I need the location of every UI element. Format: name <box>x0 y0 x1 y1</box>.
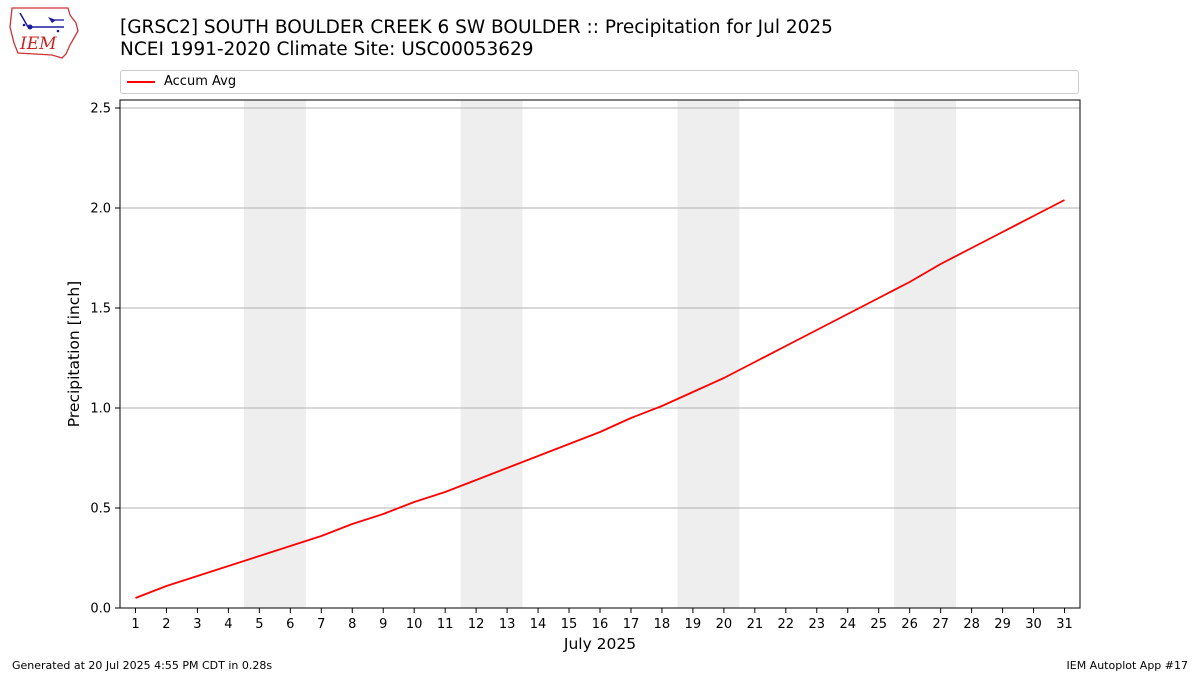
weekend-band <box>894 100 957 608</box>
x-tick-label: 21 <box>747 617 764 632</box>
x-tick-label: 4 <box>224 617 232 632</box>
x-tick-label: 7 <box>317 617 325 632</box>
chart-legend: Accum Avg <box>120 70 1079 94</box>
legend-line-swatch <box>127 81 155 83</box>
x-tick-label: 10 <box>406 617 423 632</box>
x-tick-label: 23 <box>809 617 826 632</box>
plot-frame <box>119 99 1081 609</box>
x-tick-label: 16 <box>592 617 609 632</box>
x-axis-label: July 2025 <box>563 635 636 653</box>
iem-logo-icon: IEM <box>9 7 79 59</box>
y-tick-label: 0.0 <box>90 602 111 617</box>
y-tick-label: 1.0 <box>90 402 111 417</box>
logo-text: IEM <box>19 34 57 54</box>
legend-label: Accum Avg <box>164 74 237 89</box>
x-tick-label: 1 <box>131 617 139 632</box>
x-tick-label: 31 <box>1056 617 1073 632</box>
footer-app-text: IEM Autoplot App #17 <box>1066 659 1189 672</box>
x-tick-label: 25 <box>870 617 887 632</box>
x-tick-label: 22 <box>778 617 795 632</box>
y-tick-label: 2.5 <box>90 102 111 117</box>
y-tick-label: 2.0 <box>90 202 111 217</box>
x-tick-label: 6 <box>286 617 294 632</box>
y-axis-label: Precipitation [inch] <box>65 281 83 427</box>
x-tick-label: 18 <box>654 617 671 632</box>
x-tick-label: 15 <box>561 617 578 632</box>
weekend-band <box>677 100 740 608</box>
x-tick-label: 13 <box>499 617 516 632</box>
chart-subtitle: NCEI 1991-2020 Climate Site: USC00053629 <box>120 39 534 60</box>
chart-title: [GRSC2] SOUTH BOULDER CREEK 6 SW BOULDER… <box>120 17 833 38</box>
x-tick-label: 3 <box>193 617 201 632</box>
x-tick-label: 20 <box>716 617 733 632</box>
weekend-band <box>243 100 306 608</box>
x-tick-label: 29 <box>994 617 1011 632</box>
x-tick-label: 11 <box>437 617 454 632</box>
x-tick-label: 26 <box>901 617 918 632</box>
x-tick-label: 8 <box>348 617 356 632</box>
x-tick-label: 5 <box>255 617 263 632</box>
x-tick-label: 27 <box>932 617 949 632</box>
series-line-accum-avg <box>135 199 1065 599</box>
x-tick-label: 9 <box>379 617 387 632</box>
x-tick-label: 30 <box>1025 617 1042 632</box>
x-tick-label: 24 <box>839 617 856 632</box>
weekend-band <box>460 100 523 608</box>
footer-generated-text: Generated at 20 Jul 2025 4:55 PM CDT in … <box>12 659 273 672</box>
y-tick-label: 1.5 <box>90 302 111 317</box>
x-tick-label: 2 <box>162 617 170 632</box>
y-tick-label: 0.5 <box>90 502 111 517</box>
x-tick-label: 19 <box>685 617 702 632</box>
x-tick-label: 14 <box>530 617 547 632</box>
x-tick-label: 17 <box>623 617 640 632</box>
x-tick-label: 12 <box>468 617 485 632</box>
x-tick-label: 28 <box>963 617 980 632</box>
